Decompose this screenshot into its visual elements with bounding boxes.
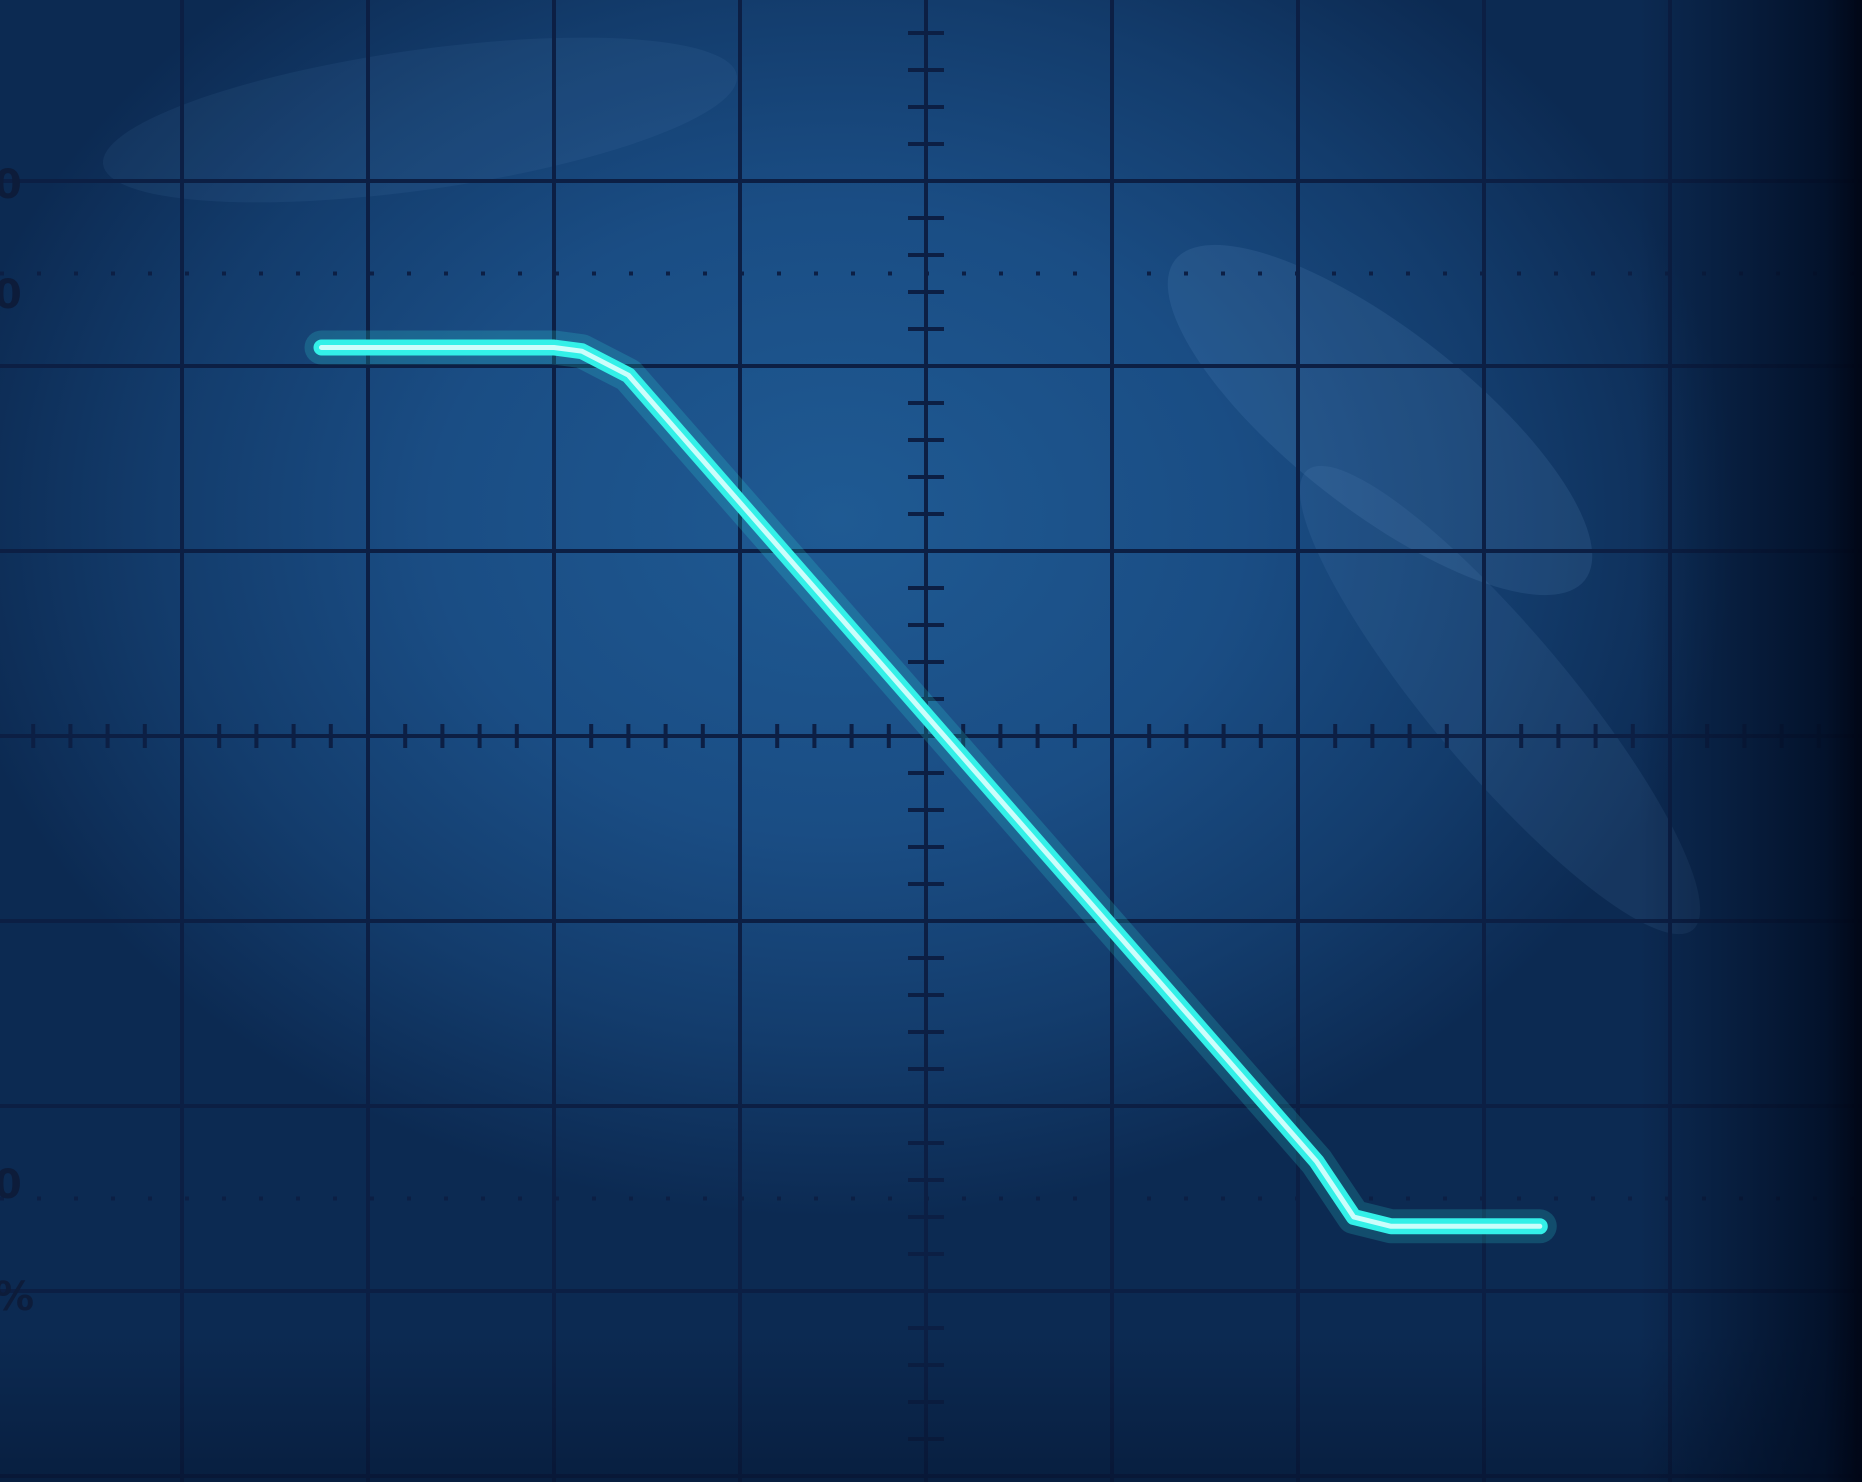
edge-label-top: 0 xyxy=(0,162,22,208)
edge-label-upper: 0 xyxy=(0,272,22,318)
background-glare xyxy=(102,37,1701,935)
edge-label-percent: % xyxy=(0,1274,34,1320)
edge-labels: 0 0 0 % xyxy=(0,162,34,1320)
edge-label-lower: 0 xyxy=(0,1162,22,1208)
glare-shape xyxy=(102,37,738,203)
